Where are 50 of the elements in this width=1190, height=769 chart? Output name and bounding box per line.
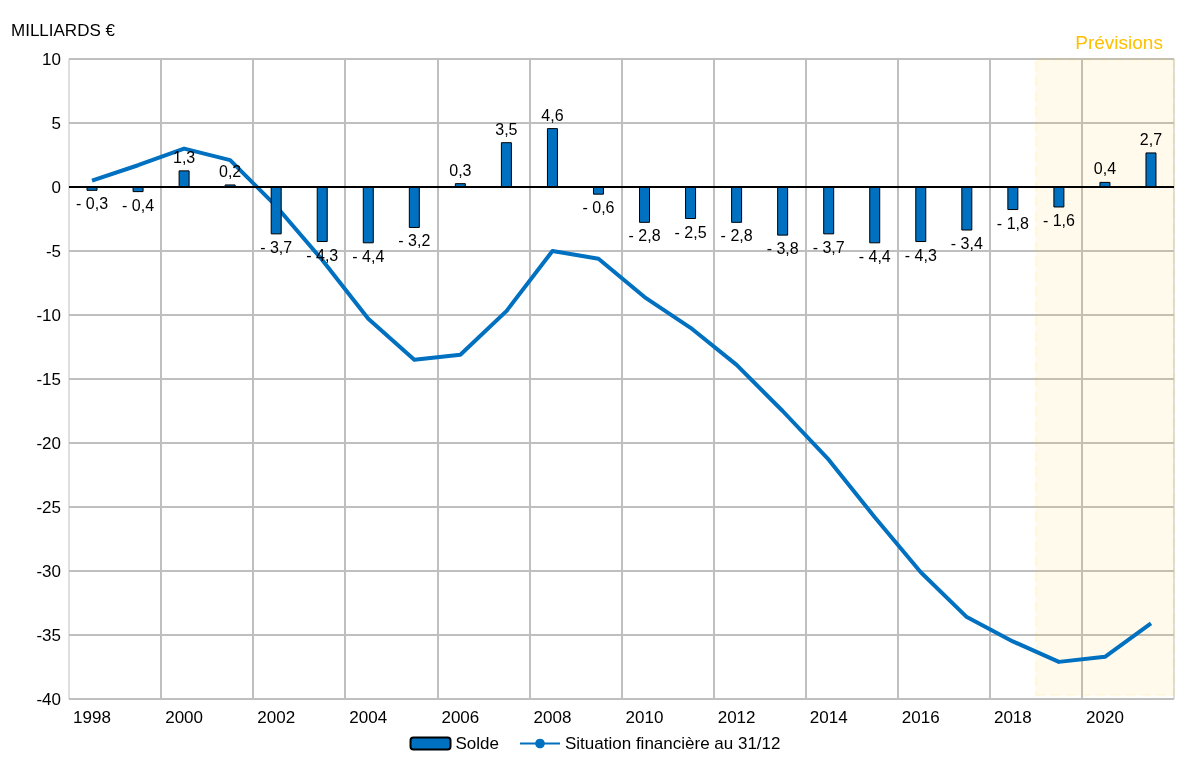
- y-axis-title: MILLIARDS €: [11, 21, 116, 40]
- x-tick-label: 2004: [349, 708, 388, 727]
- data-label: - 2,8: [628, 227, 661, 245]
- data-label: - 3,4: [950, 235, 983, 253]
- data-label: - 0,4: [122, 196, 155, 214]
- y-tick-label: -15: [36, 369, 61, 389]
- x-tick-label: 2002: [257, 708, 296, 727]
- data-label: - 3,8: [766, 240, 799, 258]
- y-tick-label: -35: [36, 625, 61, 645]
- y-tick-label: 5: [51, 113, 61, 133]
- x-tick-label: 2012: [717, 708, 756, 727]
- data-label: - 3,7: [812, 238, 845, 256]
- data-label: 1,3: [172, 148, 196, 166]
- y-tick-label: -5: [45, 241, 61, 261]
- y-tick-label: -40: [36, 689, 61, 709]
- x-tick-label: 1998: [73, 708, 111, 727]
- y-tick-label: 10: [42, 49, 61, 69]
- y-tick-label: -10: [36, 305, 61, 325]
- data-label: - 0,6: [582, 199, 615, 217]
- data-label: - 1,6: [1042, 211, 1076, 229]
- data-label: - 1,8: [996, 214, 1029, 232]
- data-label: 0,3: [449, 161, 472, 179]
- data-label: 2,7: [1139, 130, 1163, 148]
- x-tick-label: 2000: [165, 708, 204, 727]
- data-label: 4,6: [541, 106, 564, 124]
- data-label: - 2,5: [674, 223, 707, 241]
- x-tick-label: 2010: [625, 708, 664, 727]
- x-tick-label: 2006: [441, 708, 480, 727]
- data-label: 3,5: [495, 120, 518, 138]
- data-label: - 4,3: [904, 246, 937, 264]
- y-tick-label: 0: [51, 177, 61, 197]
- data-label: - 3,2: [398, 232, 431, 250]
- data-label: - 3,7: [260, 238, 293, 256]
- x-tick-label: 2020: [1086, 708, 1124, 727]
- x-tick-label: 2008: [533, 708, 572, 727]
- data-label: 0,4: [1093, 160, 1117, 178]
- y-tick-label: -25: [36, 497, 61, 517]
- x-tick-label: 2014: [809, 708, 848, 727]
- data-label: - 4,4: [858, 247, 891, 265]
- band-label: Prévisions: [1075, 31, 1163, 53]
- data-label: - 4,4: [352, 247, 385, 265]
- legend-label: Solde: [455, 734, 499, 753]
- x-tick-label: 2018: [993, 708, 1032, 727]
- data-label: 0,2: [219, 162, 242, 180]
- legend-label: Situation financière au 31/12: [565, 734, 781, 753]
- data-label: - 0,3: [76, 195, 109, 213]
- y-tick-label: -20: [36, 433, 61, 453]
- y-tick-label: -30: [36, 561, 61, 581]
- data-label: - 2,8: [720, 227, 753, 245]
- x-tick-label: 2016: [901, 708, 940, 727]
